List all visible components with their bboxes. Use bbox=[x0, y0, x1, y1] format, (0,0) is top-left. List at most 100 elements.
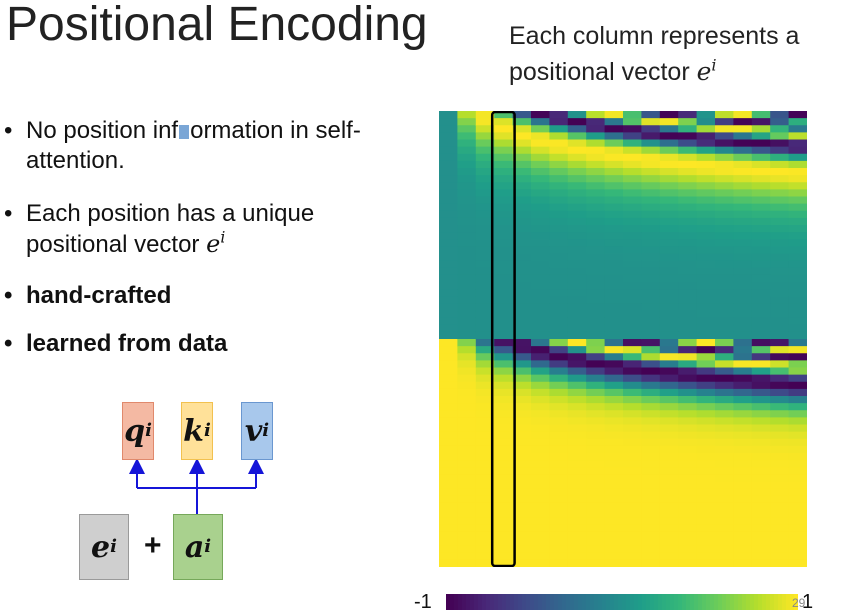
heatmap-cell bbox=[678, 495, 698, 504]
heatmap-cell bbox=[512, 353, 532, 361]
heatmap-cell bbox=[549, 139, 569, 148]
heatmap-cell bbox=[788, 160, 807, 169]
heatmap-cell bbox=[567, 118, 587, 126]
heatmap-cell bbox=[751, 453, 771, 461]
heatmap-cell bbox=[531, 488, 550, 497]
heatmap-cell bbox=[623, 310, 642, 319]
heatmap-cell bbox=[512, 118, 532, 126]
heatmap-cell bbox=[512, 524, 532, 532]
heatmap-cell bbox=[678, 153, 698, 162]
heatmap-cell bbox=[770, 331, 790, 340]
heatmap-cell bbox=[494, 317, 514, 326]
heatmap-cell bbox=[696, 517, 716, 525]
heatmap-cell bbox=[715, 203, 734, 212]
heatmap-cell bbox=[567, 274, 587, 283]
heatmap-cell bbox=[586, 175, 606, 183]
heatmap-cell bbox=[549, 445, 569, 454]
heatmap-cell bbox=[696, 481, 716, 490]
heatmap-cell bbox=[586, 538, 606, 547]
heatmap-cell bbox=[512, 289, 532, 297]
heatmap-cell bbox=[512, 267, 532, 276]
heatmap-cell bbox=[770, 502, 790, 511]
heatmap-cell bbox=[770, 168, 790, 176]
heatmap-cell bbox=[586, 132, 606, 141]
heatmap-cell bbox=[733, 303, 753, 312]
heatmap-cell bbox=[733, 360, 753, 369]
heatmap-cell bbox=[678, 481, 698, 490]
heatmap-cell bbox=[788, 424, 807, 433]
heatmap-cell bbox=[512, 175, 532, 183]
heatmap-cell bbox=[531, 260, 550, 269]
heatmap-cell bbox=[715, 360, 734, 369]
heatmap-cell bbox=[770, 403, 790, 411]
heatmap-cell bbox=[512, 346, 532, 354]
heatmap-cell bbox=[659, 160, 679, 169]
heatmap-cell bbox=[770, 153, 790, 162]
heatmap-cell bbox=[715, 282, 734, 290]
colorbar-min-label: -1 bbox=[414, 591, 432, 613]
heatmap-cell bbox=[678, 132, 698, 141]
heatmap-cell bbox=[549, 353, 569, 361]
heatmap-cell bbox=[770, 317, 790, 326]
bullet-vector-symbol: ei bbox=[206, 228, 226, 258]
heatmap-cell bbox=[549, 510, 569, 518]
heatmap-cell bbox=[439, 225, 458, 233]
heatmap-cell bbox=[549, 324, 569, 333]
heatmap-cell bbox=[696, 339, 716, 347]
heatmap-cell bbox=[604, 502, 624, 511]
heatmap-cell bbox=[659, 310, 679, 319]
heatmap-cell bbox=[586, 374, 606, 383]
heatmap-cell bbox=[439, 481, 458, 490]
heatmap-cell bbox=[770, 552, 790, 561]
heatmap-cell bbox=[567, 239, 587, 247]
heatmap-cell bbox=[531, 538, 550, 547]
heatmap-cell bbox=[715, 296, 734, 304]
heatmap-cell bbox=[439, 289, 458, 297]
heatmap-cell bbox=[512, 517, 532, 525]
heatmap-cell bbox=[439, 417, 458, 426]
heatmap-cell bbox=[715, 253, 734, 262]
heatmap-cell bbox=[475, 510, 495, 518]
heatmap-cell bbox=[788, 196, 807, 205]
heatmap-cell bbox=[733, 339, 753, 347]
heatmap-cell bbox=[696, 282, 716, 290]
heatmap-cell bbox=[696, 182, 716, 190]
heatmap-cell bbox=[696, 203, 716, 212]
heatmap-cell bbox=[586, 346, 606, 354]
heatmap-cell bbox=[751, 146, 771, 155]
heatmap-cell bbox=[475, 203, 495, 212]
heatmap-cell bbox=[788, 502, 807, 511]
heatmap-cell bbox=[641, 481, 661, 490]
heatmap-cell bbox=[586, 125, 606, 133]
heatmap-cell bbox=[770, 296, 790, 304]
heatmap-cell bbox=[770, 160, 790, 169]
heatmap-cell bbox=[641, 217, 661, 226]
heatmap-cell bbox=[770, 139, 790, 148]
heatmap-cell bbox=[567, 517, 587, 525]
heatmap-cell bbox=[770, 488, 790, 497]
heatmap-cell bbox=[715, 374, 734, 383]
heatmap-cell bbox=[678, 189, 698, 198]
heatmap-cell bbox=[678, 160, 698, 169]
heatmap-cell bbox=[659, 453, 679, 461]
heatmap-cell bbox=[604, 517, 624, 525]
heatmap-cell bbox=[715, 168, 734, 176]
heatmap-cell bbox=[531, 396, 550, 404]
heatmap-cell bbox=[567, 153, 587, 162]
heatmap-cell bbox=[751, 139, 771, 148]
heatmap-cell bbox=[567, 495, 587, 504]
heatmap-cell bbox=[715, 388, 734, 397]
heatmap-cell bbox=[641, 460, 661, 468]
heatmap-cell bbox=[531, 531, 550, 540]
heatmap-cell bbox=[659, 360, 679, 369]
heatmap-cell bbox=[696, 353, 716, 361]
heatmap-cell bbox=[604, 388, 624, 397]
heatmap-cell bbox=[604, 210, 624, 219]
heatmap-cell bbox=[439, 460, 458, 468]
heatmap-cell bbox=[439, 552, 458, 561]
heatmap-cell bbox=[733, 346, 753, 354]
heatmap-cell bbox=[678, 538, 698, 547]
heatmap-cell bbox=[788, 324, 807, 333]
colorbar-segment bbox=[686, 594, 691, 610]
